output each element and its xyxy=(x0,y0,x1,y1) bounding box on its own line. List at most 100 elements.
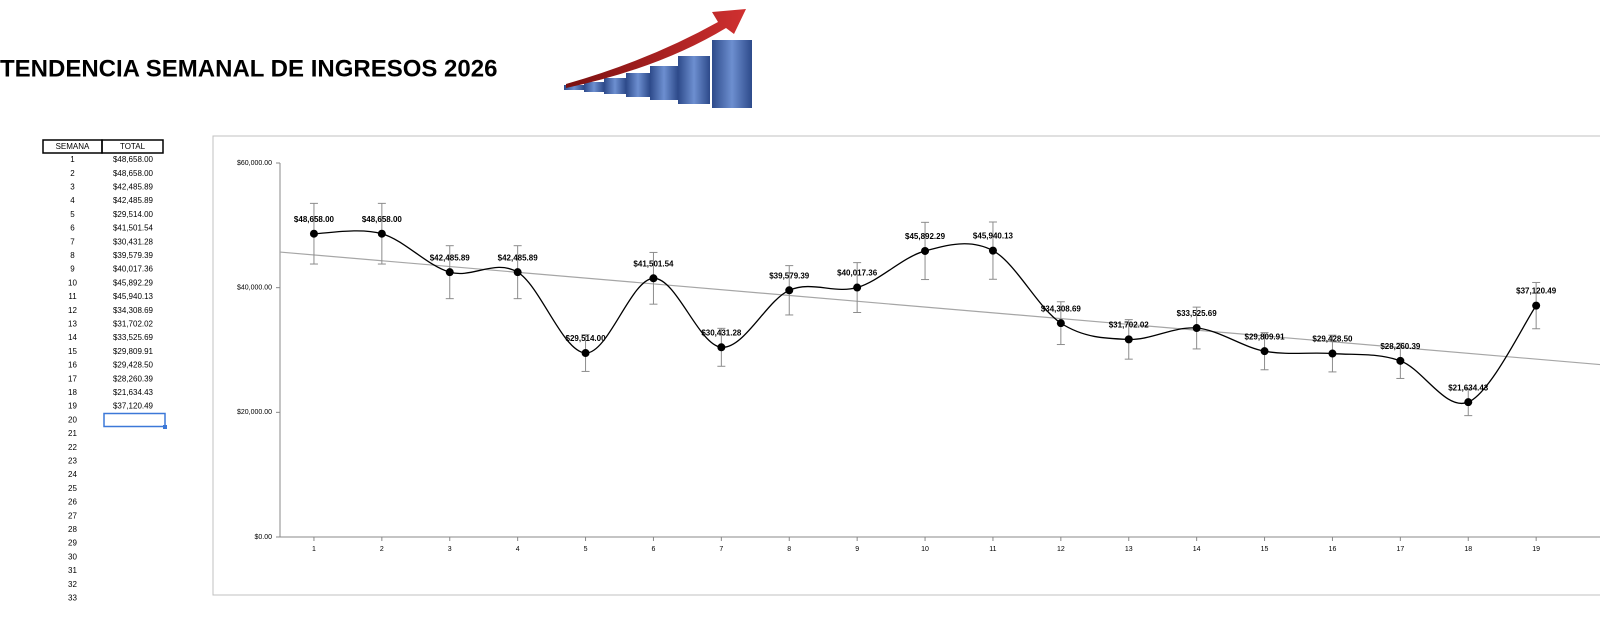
total-cell: $29,428.50 xyxy=(113,361,154,370)
week-cell: 7 xyxy=(70,237,75,246)
value-label: $33,525.69 xyxy=(1177,309,1218,318)
point xyxy=(1056,319,1065,328)
value-label: $29,428.50 xyxy=(1312,335,1353,344)
total-cell: $34,308.69 xyxy=(113,306,154,315)
total-cell: $37,120.49 xyxy=(113,402,154,411)
x-tick-label: 16 xyxy=(1329,546,1337,553)
point xyxy=(988,246,997,255)
value-label: $29,809.91 xyxy=(1245,332,1286,341)
point xyxy=(581,349,590,358)
total-cell: $42,485.89 xyxy=(113,183,154,192)
x-tick-label: 5 xyxy=(584,546,588,553)
total-cell: $48,658.00 xyxy=(113,169,154,178)
value-label: $42,485.89 xyxy=(430,253,471,262)
x-tick-label: 3 xyxy=(448,546,452,553)
week-cell: 4 xyxy=(70,196,75,205)
week-cell: 9 xyxy=(70,265,75,274)
week-cell: 22 xyxy=(68,443,77,452)
point xyxy=(377,229,386,238)
title: TENDENCIA SEMANAL DE INGRESOS 2026 xyxy=(0,55,497,82)
point xyxy=(785,286,794,295)
x-tick-label: 14 xyxy=(1193,546,1201,553)
x-tick-label: 4 xyxy=(516,546,520,553)
point xyxy=(921,246,930,255)
y-tick-label: $60,000.00 xyxy=(237,160,272,167)
point xyxy=(513,268,522,277)
value-label: $28,260.39 xyxy=(1380,342,1421,351)
value-label: $41,501.54 xyxy=(633,259,674,268)
x-tick-label: 9 xyxy=(855,546,859,553)
value-label: $31,702.02 xyxy=(1109,321,1150,330)
total-cell: $30,431.28 xyxy=(113,237,154,246)
y-tick-label: $0.00 xyxy=(254,534,272,541)
point xyxy=(309,229,318,238)
week-cell: 12 xyxy=(68,306,77,315)
week-cell: 24 xyxy=(68,470,77,479)
trendline xyxy=(279,251,1600,366)
week-cell: 32 xyxy=(68,580,77,589)
value-label: $45,892.29 xyxy=(905,232,946,241)
total-cell: $42,485.89 xyxy=(113,196,154,205)
x-tick-label: 7 xyxy=(719,546,723,553)
total-cell: $45,892.29 xyxy=(113,278,154,287)
value-label: $30,431.28 xyxy=(701,328,742,337)
value-label: $40,017.36 xyxy=(837,269,878,278)
data-table: SEMANA TOTAL xyxy=(42,139,167,429)
x-tick-label: 12 xyxy=(1057,546,1065,553)
total-cell: $33,525.69 xyxy=(113,333,154,342)
point xyxy=(1192,324,1201,333)
total-cell: $39,579.39 xyxy=(113,251,154,260)
week-cell: 25 xyxy=(68,484,77,493)
x-tick-label: 2 xyxy=(380,546,384,553)
week-cell: 31 xyxy=(68,566,77,575)
value-label: $48,658.00 xyxy=(362,215,403,224)
value-label: $21,634.43 xyxy=(1448,383,1489,392)
x-tick-label: 19 xyxy=(1532,546,1540,553)
x-tick-label: 18 xyxy=(1464,546,1472,553)
y-tick-label: $40,000.00 xyxy=(237,285,272,292)
week-cell: 2 xyxy=(70,169,75,178)
x-tick-label: 13 xyxy=(1125,546,1133,553)
point xyxy=(853,283,862,292)
x-tick-label: 11 xyxy=(989,546,996,553)
week-cell: 19 xyxy=(68,402,77,411)
x-tick-label: 6 xyxy=(651,546,655,553)
selected-cell[interactable] xyxy=(103,412,166,428)
x-tick-label: 8 xyxy=(787,546,791,553)
week-cell: 30 xyxy=(68,552,77,561)
total-cell: $45,940.13 xyxy=(113,292,154,301)
week-cell: 23 xyxy=(68,457,77,466)
value-label: $42,485.89 xyxy=(498,253,539,262)
x-tick-label: 1 xyxy=(312,546,316,553)
week-cell: 1 xyxy=(70,155,75,164)
value-label: $37,120.49 xyxy=(1516,287,1557,296)
point xyxy=(445,268,454,277)
point xyxy=(1260,347,1269,356)
total-cell: $40,017.36 xyxy=(113,265,154,274)
week-cell: 13 xyxy=(68,320,77,329)
point xyxy=(1532,301,1541,310)
week-cell: 16 xyxy=(68,361,77,370)
week-cell: 27 xyxy=(68,511,77,520)
fill-handle[interactable] xyxy=(163,425,167,429)
x-tick-label: 15 xyxy=(1261,546,1269,553)
total-cell: $28,260.39 xyxy=(113,374,154,383)
column-header: TOTAL xyxy=(120,142,146,151)
point xyxy=(1396,356,1405,365)
x-tick-label: 17 xyxy=(1396,546,1404,553)
week-cell: 29 xyxy=(68,539,77,548)
total-cell: $48,658.00 xyxy=(113,155,154,164)
column-header: SEMANA xyxy=(56,142,90,151)
x-tick-label: 10 xyxy=(921,546,929,553)
week-cell: 5 xyxy=(70,210,75,219)
week-cell: 10 xyxy=(68,278,77,287)
value-label: $29,514.00 xyxy=(566,334,607,343)
week-cell: 28 xyxy=(68,525,77,534)
point xyxy=(717,343,726,352)
total-cell: $29,514.00 xyxy=(113,210,154,219)
total-cell: $21,634.43 xyxy=(113,388,154,397)
value-label: $45,940.13 xyxy=(973,232,1014,241)
growth-graphic xyxy=(564,9,752,108)
